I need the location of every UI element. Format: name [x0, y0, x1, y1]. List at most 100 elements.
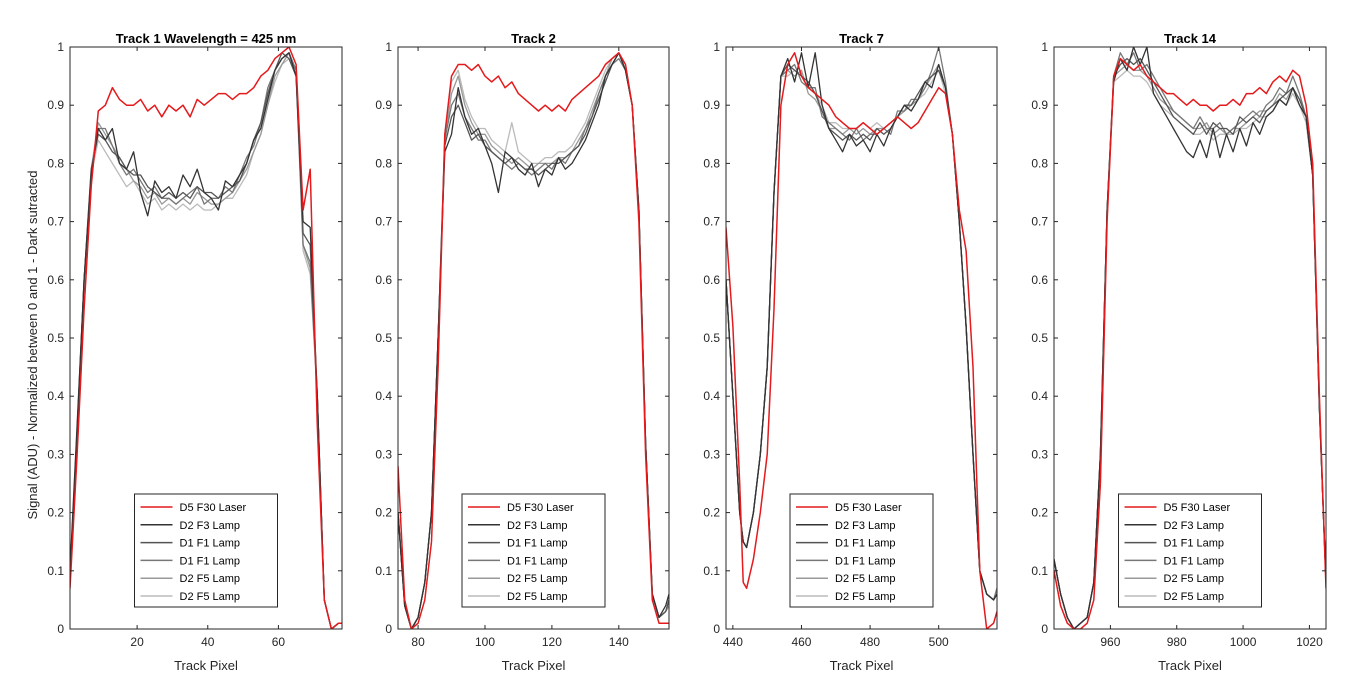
- legend-label: D2 F3 Lamp: [507, 520, 568, 532]
- y-tick-label: 0.8: [703, 156, 720, 170]
- x-tick-label: 1020: [1296, 635, 1323, 649]
- chart-title: Track 2: [511, 31, 556, 46]
- y-tick-label: 0.8: [1031, 156, 1048, 170]
- y-tick-label: 0.6: [703, 273, 720, 287]
- y-tick-label: 1: [713, 40, 720, 54]
- x-tick-label: 440: [723, 635, 743, 649]
- legend-box: [461, 493, 606, 608]
- axes-box: [397, 46, 670, 630]
- legend-label: D2 F5 Lamp: [507, 591, 568, 603]
- y-tick-label: 0.9: [47, 98, 64, 112]
- series-group: [70, 47, 342, 629]
- y-tick-label: 0.8: [47, 156, 64, 170]
- legend-label: D1 F1 Lamp: [835, 538, 896, 550]
- legend-label: D1 F1 Lamp: [180, 538, 241, 550]
- y-tick-label: 0.9: [375, 98, 392, 112]
- series-line-1: [726, 52, 997, 629]
- legend-label: D5 F30 Laser: [835, 502, 902, 514]
- chart-panel-3: 0 0.1 0.2 0.3 0.4 0.5 0.6 0.7 0.8 0.9 1 440 460 480 50…: [703, 31, 998, 673]
- y-tick-label: 0.6: [47, 273, 64, 287]
- axes-box: [1053, 46, 1327, 630]
- series-line-1: [70, 47, 342, 629]
- y-tick-label: 0.5: [703, 331, 720, 345]
- x-tick-label: 100: [475, 635, 495, 649]
- y-tick-label: 0.6: [1031, 273, 1048, 287]
- legend-label: D5 F30 Laser: [1164, 502, 1231, 514]
- y-tick-label: 0: [713, 622, 720, 636]
- legend: D5 F30 Laser D2 F3 Lamp D1 F1 Lamp D1 F1 La…: [134, 493, 278, 608]
- series-group: [726, 47, 997, 629]
- legend-label: D2 F5 Lamp: [1164, 573, 1225, 585]
- legend-label: D1 F1 Lamp: [1164, 538, 1225, 550]
- x-tick-label: 40: [201, 635, 215, 649]
- y-tick-label: 0.1: [703, 564, 720, 578]
- series-group: [1054, 47, 1326, 629]
- y-tick-label: 0.8: [375, 156, 392, 170]
- x-tick-label: 140: [609, 635, 629, 649]
- y-tick-label: 0.2: [47, 506, 64, 520]
- y-tick-label: 0.1: [1031, 564, 1048, 578]
- y-tick-label: 0.4: [375, 389, 392, 403]
- y-tick-label: 0.7: [47, 215, 64, 229]
- chart-panel-4: 0 0.1 0.2 0.3 0.4 0.5 0.6 0.7 0.8 0.9 1 960 980 1000 1…: [1031, 31, 1327, 673]
- y-tick-label: 0.7: [703, 215, 720, 229]
- y-tick-label: 0.7: [1031, 215, 1048, 229]
- axes-box: [725, 46, 998, 630]
- x-tick-label: 120: [542, 635, 562, 649]
- y-tick-label: 0: [385, 622, 392, 636]
- y-tick-label: 0.3: [375, 447, 392, 461]
- chart-title: Track 1 Wavelength = 425 nm: [116, 31, 297, 46]
- x-tick-label: 500: [929, 635, 949, 649]
- chart-panel-2: 0 0.1 0.2 0.3 0.4 0.5 0.6 0.7 0.8 0.9 1 80 100 120 140…: [375, 31, 670, 673]
- x-tick-label: 980: [1167, 635, 1187, 649]
- chart-title: Track 7: [839, 31, 884, 46]
- y-tick-label: 0.4: [703, 389, 720, 403]
- x-tick-label: 960: [1100, 635, 1120, 649]
- y-tick-label: 0.5: [1031, 331, 1048, 345]
- legend-label: D2 F3 Lamp: [1164, 520, 1225, 532]
- legend-label: D1 F1 Lamp: [180, 555, 241, 567]
- legend-box: [134, 493, 278, 608]
- x-axis-label: Track Pixel: [830, 658, 894, 673]
- series-line-1: [1054, 57, 1326, 629]
- legend-label: D1 F1 Lamp: [835, 555, 896, 567]
- y-tick-label: 0.1: [375, 564, 392, 578]
- legend-label: D2 F5 Lamp: [835, 591, 896, 603]
- y-tick-label: 0.5: [47, 331, 64, 345]
- y-tick-label: 0.5: [375, 331, 392, 345]
- x-axis-label: Track Pixel: [502, 658, 566, 673]
- y-tick-label: 1: [1041, 40, 1048, 54]
- legend-box: [1118, 493, 1262, 608]
- y-tick-label: 0.7: [375, 215, 392, 229]
- legend-label: D2 F5 Lamp: [507, 573, 568, 585]
- x-tick-label: 1000: [1230, 635, 1257, 649]
- x-tick-label: 20: [130, 635, 144, 649]
- y-tick-label: 0: [57, 622, 64, 636]
- y-tick-label: 0.6: [375, 273, 392, 287]
- x-tick-label: 80: [411, 635, 425, 649]
- x-tick-label: 460: [791, 635, 811, 649]
- y-tick-label: 0.9: [1031, 98, 1048, 112]
- series-line-2: [1054, 47, 1326, 629]
- y-tick-label: 0.3: [703, 447, 720, 461]
- x-tick-label: 60: [272, 635, 286, 649]
- legend: D5 F30 Laser D2 F3 Lamp D1 F1 Lamp D1 F1 La…: [1118, 493, 1262, 608]
- x-axis-label: Track Pixel: [1158, 658, 1222, 673]
- legend-box: [789, 493, 934, 608]
- y-tick-label: 0.4: [1031, 389, 1048, 403]
- y-tick-label: 0.4: [47, 389, 64, 403]
- legend-label: D2 F3 Lamp: [180, 520, 241, 532]
- series-group: [398, 52, 669, 629]
- legend-label: D2 F5 Lamp: [180, 573, 241, 585]
- y-tick-label: 1: [385, 40, 392, 54]
- legend-label: D2 F5 Lamp: [835, 573, 896, 585]
- y-tick-label: 0.9: [703, 98, 720, 112]
- chart-panel-1: 0 0.1 0.2 0.3 0.4 0.5 0.6 0.7 0.8 0.9 1 20 40 60 Track…: [47, 31, 343, 673]
- y-axis-label: Signal (ADU) - Normalized between 0 and …: [25, 171, 40, 520]
- y-tick-label: 0.2: [1031, 506, 1048, 520]
- legend-label: D2 F3 Lamp: [835, 520, 896, 532]
- series-line-1: [398, 52, 669, 629]
- y-tick-label: 0.2: [375, 506, 392, 520]
- chart-title: Track 14: [1164, 31, 1217, 46]
